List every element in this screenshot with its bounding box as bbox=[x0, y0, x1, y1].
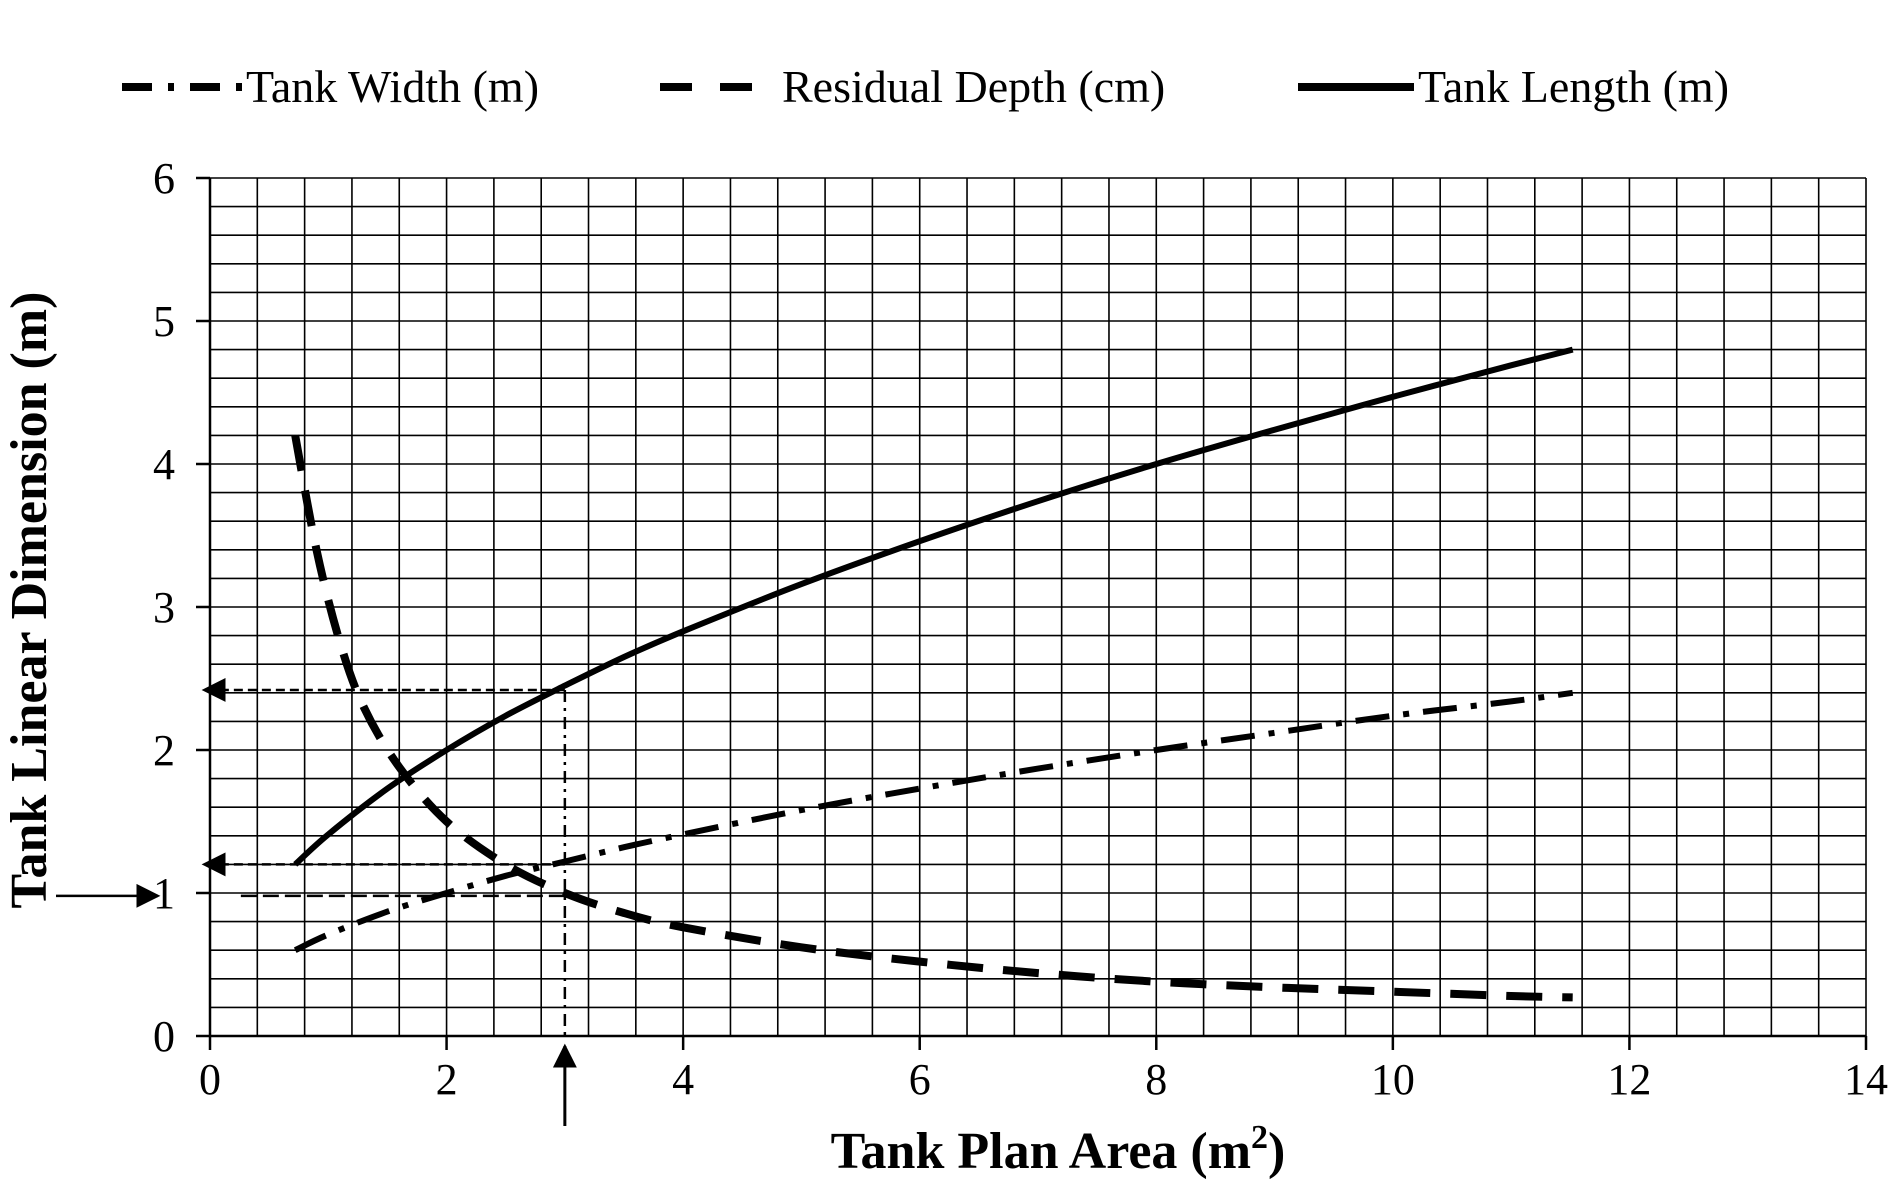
y-tick-label: 3 bbox=[153, 583, 175, 632]
x-tick-labels: 0 2 4 6 8 10 12 14 bbox=[199, 1055, 1888, 1104]
axes bbox=[196, 176, 1868, 1050]
legend-item-tank-length: Tank Length (m) bbox=[1298, 61, 1729, 112]
x-axis-title-main: Tank Plan Area (m bbox=[831, 1123, 1251, 1180]
legend-label-tank-width: Tank Width (m) bbox=[246, 61, 539, 112]
x-tick-label: 14 bbox=[1844, 1055, 1888, 1104]
series-line-residual-depth bbox=[291, 434, 1573, 1002]
legend-label-tank-length: Tank Length (m) bbox=[1418, 61, 1729, 112]
x-tick-label: 4 bbox=[672, 1055, 694, 1104]
x-axis-title-close: ) bbox=[1268, 1123, 1285, 1180]
x-tick-label: 2 bbox=[436, 1055, 458, 1104]
x-tick-label: 6 bbox=[909, 1055, 931, 1104]
reading-guides bbox=[56, 677, 577, 1126]
y-tick-labels: 0 1 2 3 4 5 6 bbox=[153, 154, 175, 1061]
y-tick-label: 4 bbox=[153, 440, 175, 489]
legend: Tank Width (m) Residual Depth (cm) Tank … bbox=[122, 61, 1729, 112]
y-tick-label: 0 bbox=[153, 1012, 175, 1061]
x-tick-label: 12 bbox=[1607, 1055, 1651, 1104]
series-line-tank-width bbox=[293, 689, 1574, 953]
y-axis-title: Tank Linear Dimension (m) bbox=[1, 292, 58, 909]
x-tick-label: 10 bbox=[1371, 1055, 1415, 1104]
series-lines bbox=[291, 346, 1574, 1002]
series-line-tank-length bbox=[293, 346, 1574, 867]
legend-item-tank-width: Tank Width (m) bbox=[122, 61, 539, 112]
y-tick-label: 1 bbox=[153, 869, 175, 918]
y-tick-label: 2 bbox=[153, 726, 175, 775]
grid bbox=[209, 177, 1867, 1037]
legend-label-residual-depth: Residual Depth (cm) bbox=[782, 61, 1165, 112]
x-tick-label: 8 bbox=[1145, 1055, 1167, 1104]
legend-item-residual-depth: Residual Depth (cm) bbox=[660, 61, 1165, 112]
y-tick-label: 6 bbox=[153, 154, 175, 203]
x-tick-label: 0 bbox=[199, 1055, 221, 1104]
x-axis-title: Tank Plan Area (m2) bbox=[831, 1119, 1286, 1180]
x-axis-title-sup: 2 bbox=[1251, 1119, 1268, 1156]
y-tick-label: 5 bbox=[153, 297, 175, 346]
